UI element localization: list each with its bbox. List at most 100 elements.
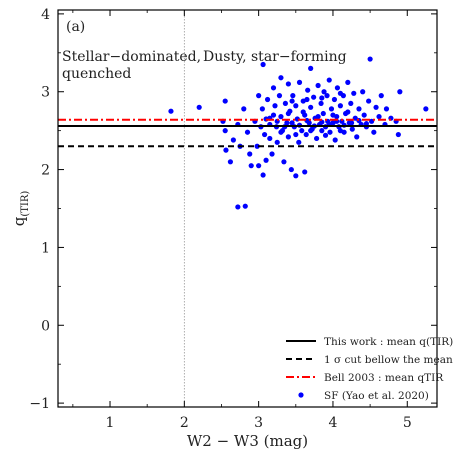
y-axis-label-main: q — [10, 216, 28, 226]
scatter-point — [327, 129, 333, 135]
scatter-point — [270, 85, 277, 91]
scatter-point — [376, 114, 382, 120]
scatter-point — [397, 89, 403, 95]
scatter-point — [360, 89, 366, 95]
scatter-point — [318, 100, 324, 107]
panel-label: (a) — [66, 19, 85, 35]
scatter-point — [339, 118, 345, 124]
plot-content — [58, 10, 437, 407]
scatter-point — [278, 114, 284, 120]
scatter-point — [222, 128, 228, 134]
scatter-point — [278, 75, 284, 81]
scatter-point — [278, 129, 284, 135]
scatter-point — [369, 118, 375, 124]
scatter-point — [223, 147, 229, 153]
scatter-point — [322, 132, 329, 138]
scatter-point — [296, 79, 303, 85]
region-annotation-right: Dusty, star−forming — [203, 49, 347, 65]
y-axis-label: q(TIR) — [10, 191, 31, 227]
scatter-point — [308, 128, 314, 134]
legend-label: 1 σ cut bellow the mean — [324, 354, 453, 366]
scatter-point — [300, 109, 306, 115]
scatter-point — [284, 120, 290, 126]
scatter-point — [315, 82, 321, 89]
scatter-point — [366, 98, 372, 104]
x-tick-label: 5 — [403, 415, 412, 431]
scatter-point — [281, 159, 287, 165]
scatter-point — [259, 106, 265, 112]
region-annotation-left: Stellar−dominated, — [62, 49, 201, 65]
scatter-point — [320, 110, 326, 117]
scatter-point — [261, 131, 268, 138]
scatter-point — [319, 95, 325, 101]
scatter-point — [196, 104, 202, 110]
legend-label: This work : mean q(TIR) — [324, 336, 453, 348]
y-tick-label: 3 — [41, 85, 50, 101]
scatter-point — [248, 163, 254, 169]
scatter-point — [423, 106, 429, 112]
scatter-point — [330, 112, 336, 118]
y-tick-label: −1 — [29, 396, 50, 412]
scatter-point — [269, 151, 275, 157]
scatter-point — [363, 121, 370, 127]
scatter-point — [371, 129, 377, 135]
scatter-point — [345, 109, 351, 115]
scatter-point — [345, 79, 351, 85]
scatter-point — [272, 103, 278, 109]
scatter-point — [270, 112, 277, 118]
scatter-point — [321, 89, 327, 95]
scatter-point — [373, 104, 379, 110]
scatter-point — [315, 114, 321, 120]
scatter-point — [288, 166, 294, 173]
scatter-point — [293, 173, 299, 179]
legend-label: SF (Yao et al. 2020) — [324, 390, 429, 402]
scatter-point — [367, 56, 373, 62]
scatter-point — [302, 169, 308, 175]
scatter-point — [293, 131, 299, 138]
scatter-point — [242, 203, 248, 209]
axes-layer: 1 2 3 4 5 −1 0 1 2 3 4 W2 − W3 (mag) q(TIR) (a) Stella… — [10, 7, 438, 450]
scatter-point — [296, 139, 302, 145]
scatter-point — [334, 85, 341, 91]
scatter-point — [305, 87, 311, 93]
legend-swatch-point — [298, 392, 304, 398]
x-tick-label: 4 — [328, 415, 337, 431]
scatter-point — [282, 100, 288, 107]
scatter-point — [285, 81, 291, 87]
scatter-point — [319, 119, 325, 125]
scatter-point — [348, 120, 355, 126]
scatter-point — [348, 100, 354, 107]
scatter-point — [285, 110, 291, 117]
scatter-point — [247, 151, 253, 157]
region-annotation-left: quenched — [62, 66, 131, 82]
scatter-point — [331, 96, 338, 103]
scatter-point — [267, 135, 273, 142]
scatter-point — [264, 96, 271, 103]
scatter-point — [285, 134, 291, 140]
scatter-point — [274, 139, 280, 145]
scatter-point — [244, 129, 251, 135]
y-tick-label: 0 — [41, 318, 50, 334]
scatter-point — [326, 77, 332, 83]
legend: This work : mean q(TIR) 1 σ cut bellow th… — [286, 336, 453, 402]
scatter-point — [328, 106, 335, 112]
scatter-point — [332, 137, 338, 143]
scatter-point — [299, 128, 305, 134]
scatter-point — [227, 159, 234, 165]
scatter-point — [304, 96, 310, 103]
scatter-point — [351, 90, 357, 96]
scatter-point — [349, 126, 355, 132]
x-tick-label: 1 — [106, 415, 115, 431]
scatter-point — [356, 106, 362, 112]
scatter-point — [289, 98, 295, 104]
legend-label: Bell 2003 : mean qTIR — [324, 372, 444, 384]
scatter-point — [293, 103, 299, 109]
y-tick-label: 2 — [41, 163, 50, 179]
scatter-point — [290, 93, 296, 99]
scatter-point — [235, 204, 241, 210]
scatter-point — [378, 93, 384, 99]
scatter-point — [324, 93, 330, 99]
scatter-point — [337, 128, 343, 134]
scatter-point — [256, 93, 262, 99]
